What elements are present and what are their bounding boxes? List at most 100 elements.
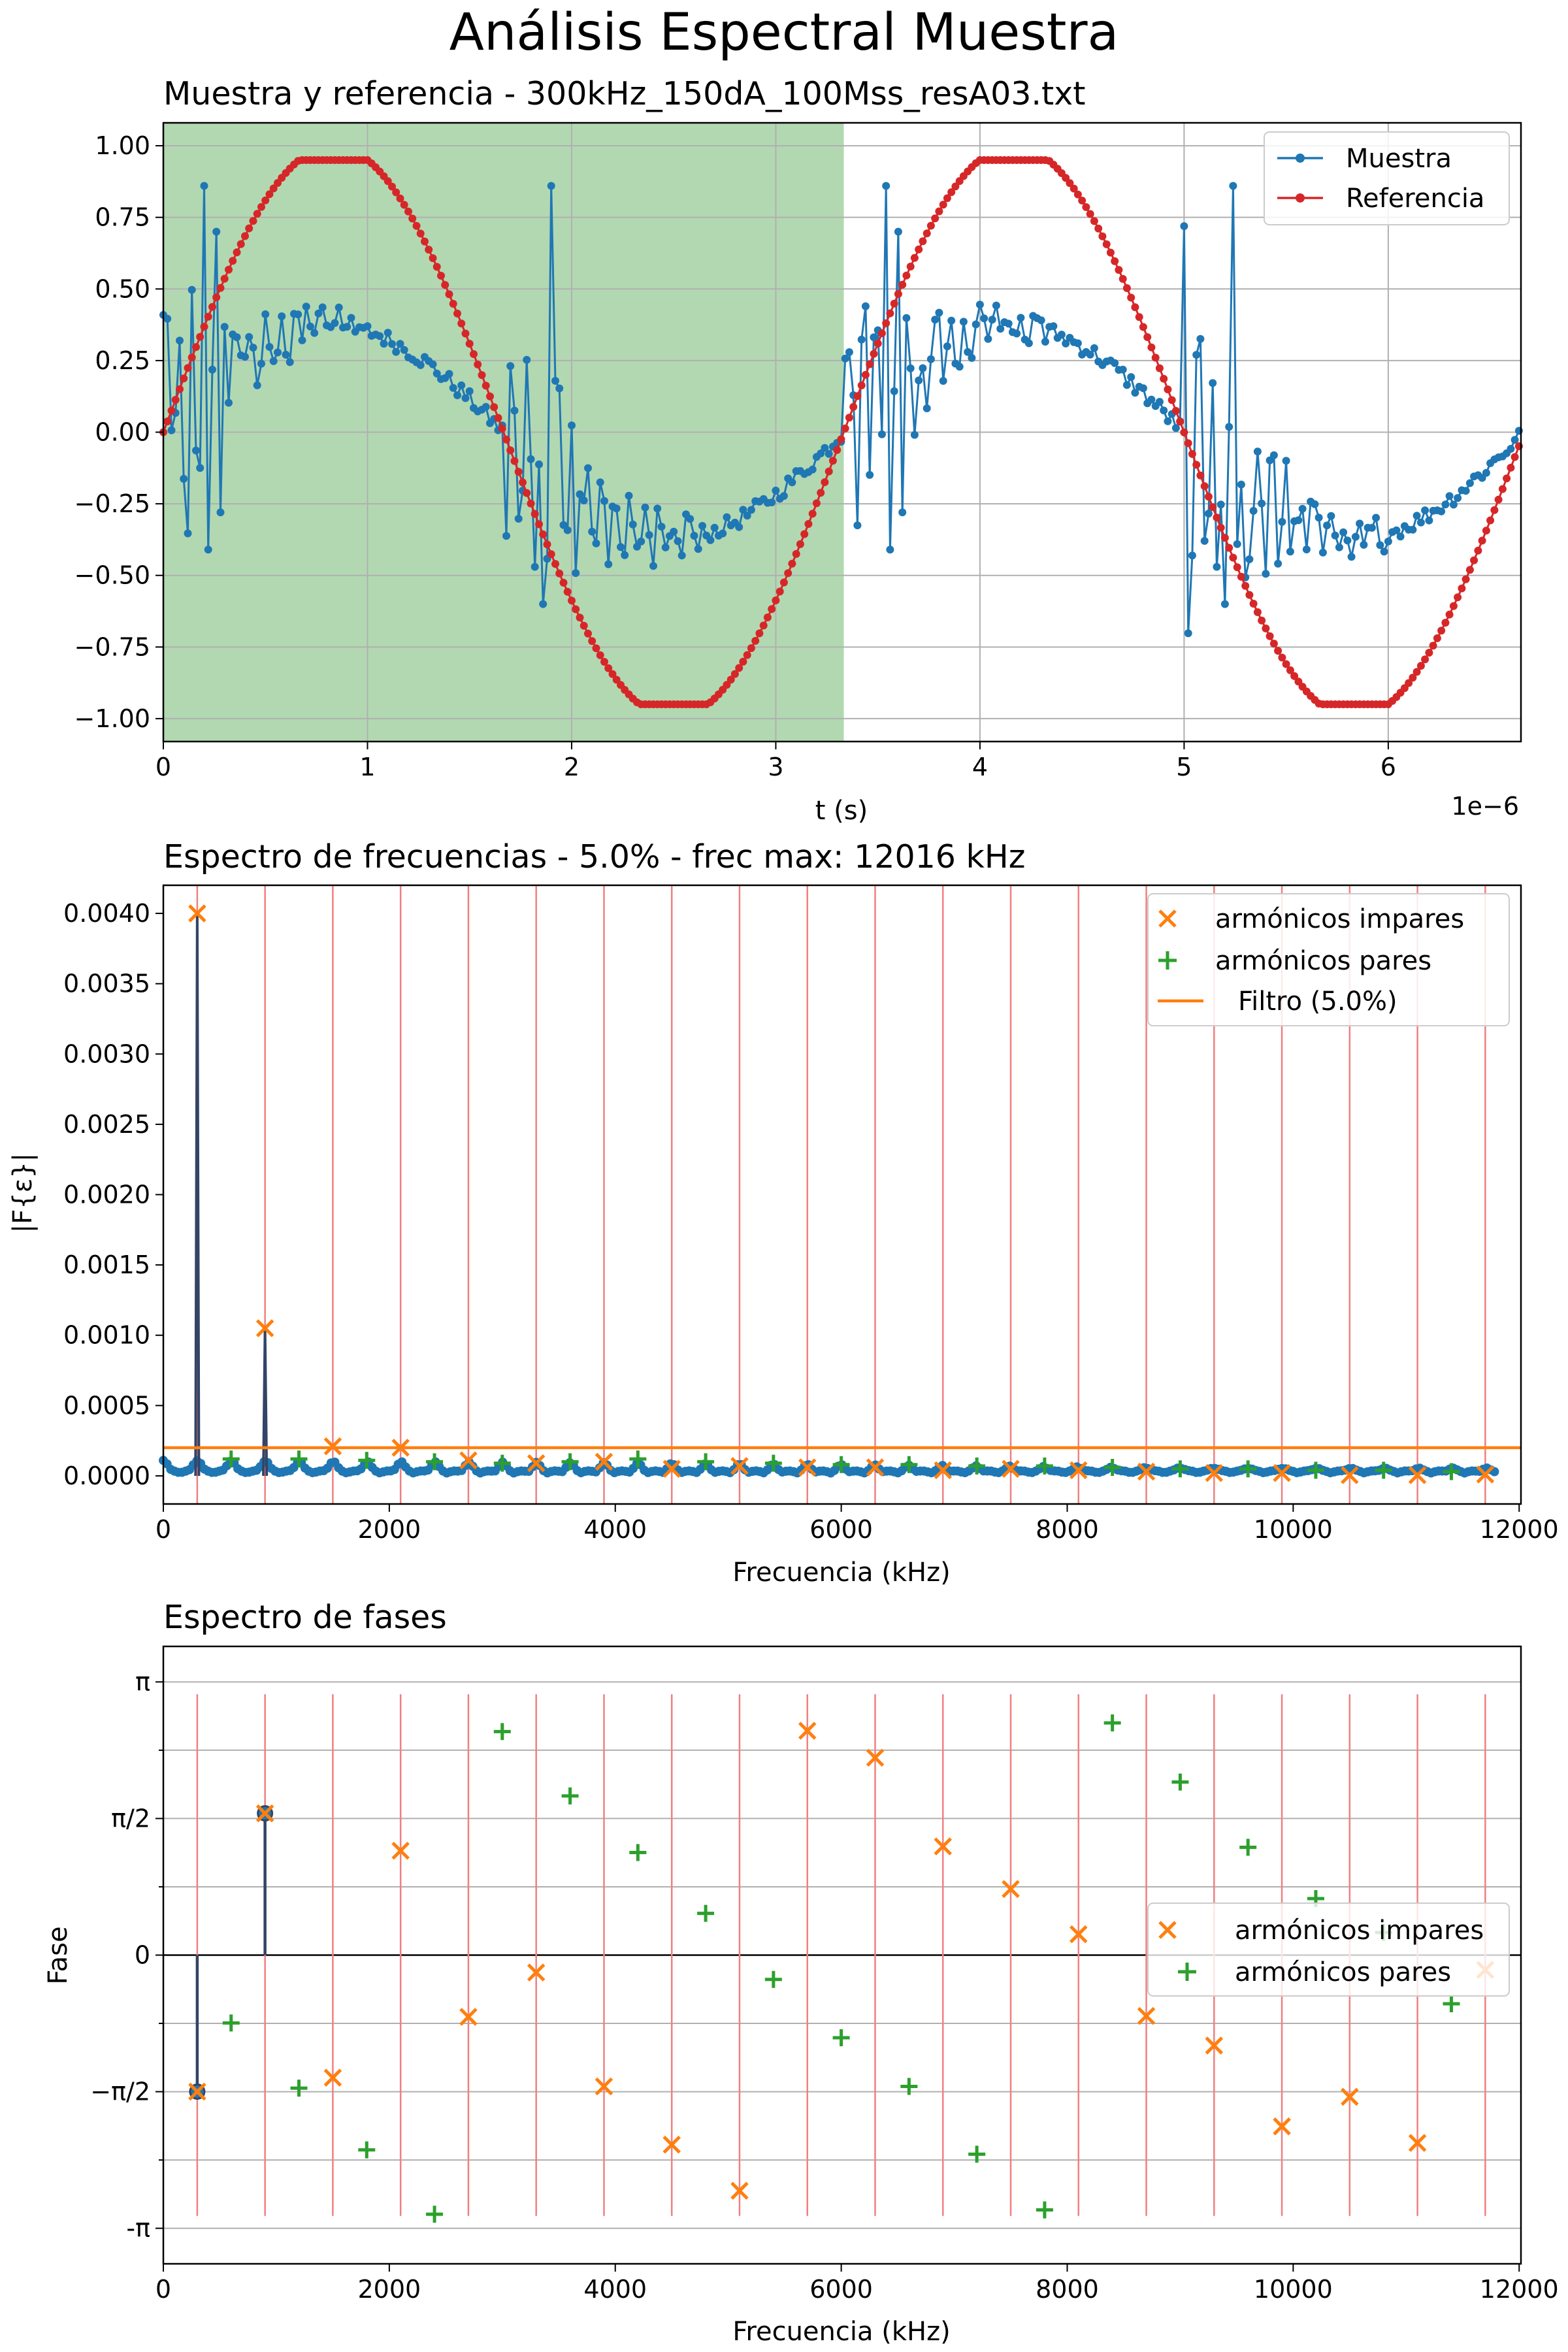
muestra-point: [331, 319, 339, 327]
referencia-point: [902, 271, 911, 280]
referencia-point: [1437, 627, 1446, 635]
referencia-point: [241, 232, 249, 240]
referencia-point: [931, 214, 939, 223]
referencia-point: [1200, 482, 1209, 491]
muestra-point: [1057, 331, 1066, 339]
referencia-point: [808, 510, 817, 518]
muestra-point: [216, 508, 225, 517]
referencia-point: [1449, 602, 1458, 610]
muestra-point: [1465, 479, 1474, 487]
phase-spectrum-x-label: Frecuencia (kHz): [732, 2317, 950, 2347]
referencia-point: [919, 237, 927, 246]
even-harmonic-marker: [426, 1453, 444, 1471]
time-domain-panel: 0 1 2 3 4 5 6 −1.00 −0.75 −0.50 −0.25 0.00 0.25 0.50 0…: [74, 75, 1523, 826]
legend-muestra-marker: [1296, 154, 1305, 163]
muestra-point: [857, 335, 866, 344]
y-tick-label: 0.25: [95, 346, 150, 375]
referencia-point: [1511, 453, 1519, 461]
muestra-point: [735, 523, 743, 531]
muestra-point: [1384, 537, 1392, 546]
referencia-point: [519, 478, 527, 487]
referencia-point: [951, 182, 960, 191]
odd-harmonic-marker: [1002, 1460, 1020, 1478]
muestra-point: [1372, 514, 1380, 522]
referencia-point: [776, 587, 784, 596]
referencia-point: [841, 424, 849, 433]
odd-harmonic-marker: [730, 1457, 749, 1475]
muestra-point: [568, 421, 576, 430]
referencia-point: [833, 446, 841, 454]
even-harmonic-marker: [1307, 1462, 1324, 1479]
referencia-point: [265, 190, 274, 199]
muestra-point: [233, 333, 241, 342]
x-tick-label: 6: [1380, 753, 1396, 781]
referencia-point: [877, 329, 886, 338]
referencia-point: [763, 613, 772, 621]
muestra-point: [318, 303, 327, 312]
magnitude-spectrum-x-label: Frecuencia (kHz): [732, 1558, 950, 1588]
referencia-point: [490, 403, 498, 412]
y-tick-label: 0.0010: [63, 1321, 150, 1350]
referencia-point: [1409, 674, 1417, 682]
x-tick-label: 2: [564, 753, 580, 781]
x-tick-label: 0: [155, 2275, 171, 2304]
referencia-point: [208, 302, 216, 311]
muestra-point: [1311, 500, 1319, 508]
referencia-point: [543, 540, 551, 549]
referencia-point: [788, 559, 796, 568]
muestra-point: [1315, 514, 1323, 522]
muestra-point: [772, 486, 780, 495]
muestra-point: [698, 521, 706, 530]
muestra-point: [506, 362, 515, 370]
referencia-point: [1102, 240, 1111, 248]
muestra-point: [1356, 519, 1364, 528]
muestra-point: [1220, 600, 1229, 608]
magnitude-spectrum-plot-area: [159, 885, 1521, 1504]
even-harmonic-marker: [832, 1456, 850, 1473]
muestra-point: [220, 323, 229, 331]
legend-odd-harmonics-label: armónicos impares: [1215, 904, 1464, 934]
referencia-point: [1086, 210, 1094, 218]
muestra-point: [1229, 182, 1237, 190]
referencia-point: [404, 207, 412, 216]
referencia-point: [886, 309, 894, 318]
muestra-point: [1331, 531, 1339, 540]
referencia-point: [535, 520, 543, 529]
referencia-point: [1164, 385, 1172, 393]
time-domain-plot-area: [159, 123, 1523, 742]
muestra-point: [678, 551, 686, 560]
referencia-point: [449, 300, 457, 308]
referencia-point: [1213, 514, 1221, 522]
referencia-point: [828, 457, 837, 465]
legend-referencia-label: Referencia: [1346, 184, 1484, 214]
muestra-point: [710, 523, 719, 532]
referencia-point: [861, 370, 870, 379]
referencia-point: [906, 263, 915, 270]
referencia-point: [1196, 471, 1205, 480]
muestra-point: [1111, 359, 1119, 367]
legend-referencia-marker: [1296, 193, 1305, 203]
odd-harmonic-phase-marker: [1205, 2036, 1224, 2055]
referencia-point: [388, 182, 396, 191]
referencia-point: [947, 188, 956, 197]
x-tick-label: 0: [155, 1515, 171, 1544]
muestra-point: [380, 340, 388, 348]
y-tick-label: 0.0000: [63, 1462, 150, 1490]
referencia-point: [1405, 679, 1413, 687]
referencia-point: [1220, 534, 1229, 542]
referencia-point: [1217, 523, 1225, 532]
magnitude-spectrum-legend: armónicos impares armónicos pares Filtro…: [1147, 893, 1510, 1026]
muestra-point: [1164, 417, 1172, 425]
x-tick-label: 4000: [583, 2275, 647, 2304]
referencia-point: [176, 385, 184, 393]
even-harmonic-phase-marker: [426, 2206, 444, 2223]
referencia-point: [433, 263, 441, 271]
muestra-point: [1086, 350, 1094, 359]
y-tick-label: 0.0025: [63, 1110, 150, 1139]
referencia-point: [416, 229, 425, 238]
referencia-point: [784, 569, 792, 578]
referencia-point: [580, 621, 588, 630]
referencia-point: [1171, 406, 1180, 415]
muestra-point: [1090, 344, 1098, 352]
